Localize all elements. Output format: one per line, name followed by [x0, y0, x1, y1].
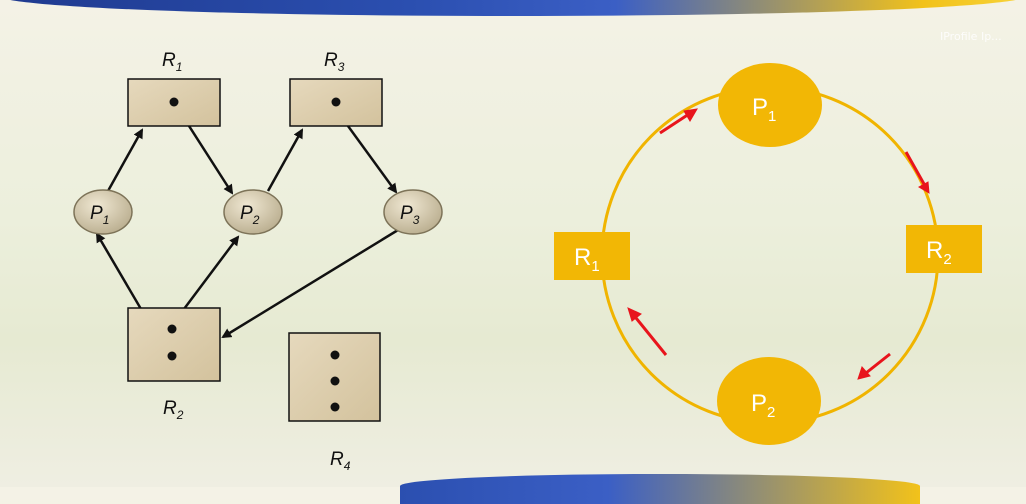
cycle-label-p2: P2 [751, 390, 775, 421]
instance-dot [167, 324, 177, 334]
diagram-canvas: R1 R3 R2 R4 P1 P2 P3 [73, 50, 982, 473]
arrow-p2-to-r1 [627, 307, 668, 356]
cycle-arrows [627, 108, 930, 380]
arrow-r2-to-p2 [857, 352, 891, 380]
cycle-label-p1: P1 [752, 94, 776, 125]
edge-p2-r3 [266, 128, 304, 192]
right-cycle: P1 R2 P2 R1 [554, 63, 982, 445]
edge-r3-p3 [338, 114, 398, 194]
process-p1: P1 [73, 189, 133, 235]
arrow-p1-to-r2 [904, 151, 930, 194]
process-label-p1: P1 [90, 203, 109, 227]
resource-label-r3: R3 [324, 50, 345, 74]
edge-r1-p2 [180, 114, 234, 195]
cycle-node-r2: R2 [906, 225, 982, 273]
process-label-p2: P2 [240, 203, 260, 227]
top-banner [0, 0, 1026, 16]
resource-r2: R2 [127, 307, 221, 422]
process-p3: P3 [383, 189, 443, 235]
instance-dot [330, 376, 340, 386]
process-p2: P2 [223, 189, 283, 235]
cycle-label-r2: R2 [926, 237, 952, 268]
instance-dot [330, 402, 340, 412]
instance-dot [169, 97, 179, 107]
resource-r4: R4 [288, 332, 381, 473]
arrow-r1-to-p1 [659, 108, 698, 135]
watermark-text: IProfile Ip... [940, 30, 1002, 43]
resource-label-r1: R1 [162, 50, 182, 74]
resource-label-r2: R2 [163, 398, 184, 422]
edge-p3-r2 [221, 228, 399, 339]
resource-label-r4: R4 [330, 449, 351, 473]
instance-dot [331, 97, 341, 107]
cycle-node-r1: R1 [554, 232, 630, 280]
edge-p1-r1 [106, 128, 144, 192]
cycle-label-r1: R1 [574, 244, 600, 275]
process-label-p3: P3 [400, 203, 420, 227]
resource-r3: R3 [289, 50, 383, 127]
instance-dot [330, 350, 340, 360]
resource-r1: R1 [127, 50, 221, 127]
cycle-node-p1: P1 [718, 63, 822, 147]
instance-dot [167, 351, 177, 361]
cycle-node-p2: P2 [717, 357, 821, 445]
